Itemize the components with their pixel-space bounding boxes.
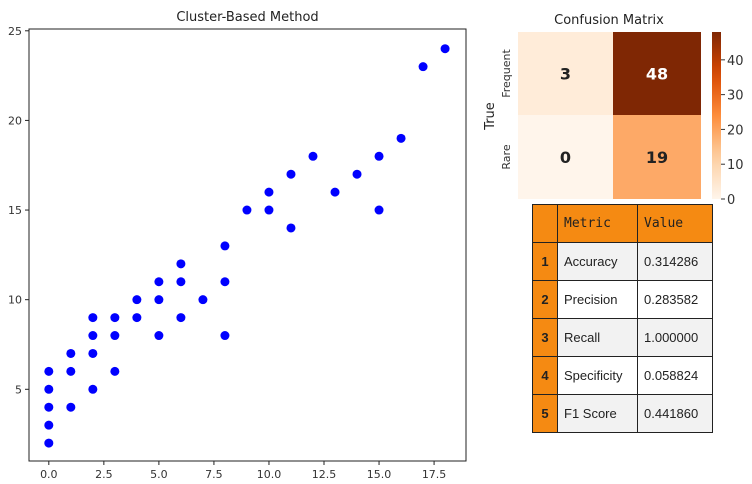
scatter-point bbox=[220, 331, 230, 341]
scatter-title: Cluster-Based Method bbox=[176, 10, 318, 25]
scatter-point bbox=[88, 384, 98, 394]
scatter-point bbox=[44, 366, 54, 376]
heatmap-cell bbox=[518, 32, 613, 115]
scatter-axes bbox=[28, 28, 467, 462]
metric-value: 0.441860 bbox=[637, 394, 713, 433]
colorbar-tick-label: 40 bbox=[727, 54, 744, 69]
metric-name: Recall bbox=[557, 318, 638, 357]
scatter-point bbox=[220, 277, 230, 287]
colorbar-tick-label: 0 bbox=[727, 193, 735, 208]
scatter-point bbox=[374, 205, 384, 215]
heatmap-cell-value: 48 bbox=[646, 65, 668, 84]
scatter-point bbox=[308, 151, 318, 161]
metric-name: Specificity bbox=[557, 356, 638, 395]
scatter-point bbox=[88, 331, 98, 341]
scatter-point bbox=[66, 348, 76, 358]
scatter-point bbox=[132, 295, 142, 305]
scatter-point bbox=[44, 420, 54, 430]
x-tick-label: 15.0 bbox=[367, 468, 392, 481]
colorbar-tick-label: 30 bbox=[727, 89, 744, 104]
row-index: 1 bbox=[532, 242, 558, 281]
scatter-point bbox=[198, 295, 208, 305]
x-tick-label: 12.5 bbox=[312, 468, 337, 481]
x-tick-label: 10.0 bbox=[257, 468, 282, 481]
row-index: 2 bbox=[532, 280, 558, 319]
x-tick-label: 17.5 bbox=[422, 468, 447, 481]
heatmap-cell-value: 19 bbox=[646, 148, 668, 167]
metric-value: 1.000000 bbox=[637, 318, 713, 357]
scatter-point bbox=[66, 366, 76, 376]
scatter-point bbox=[220, 241, 230, 251]
scatter-point bbox=[286, 223, 296, 233]
scatter-point bbox=[330, 187, 340, 197]
x-tick-label: 5.0 bbox=[150, 468, 168, 481]
scatter-point bbox=[154, 295, 164, 305]
scatter-point bbox=[286, 169, 296, 179]
scatter-point bbox=[176, 313, 186, 323]
scatter-point bbox=[440, 44, 450, 54]
heatmap-cell-value: 0 bbox=[560, 148, 571, 167]
scatter-point bbox=[176, 277, 186, 287]
scatter-point bbox=[176, 259, 186, 269]
scatter-point bbox=[396, 133, 406, 143]
heatmap-cell bbox=[518, 115, 613, 199]
x-tick-label: 2.5 bbox=[95, 468, 113, 481]
header-value: Value bbox=[637, 204, 713, 243]
scatter-point bbox=[44, 438, 54, 448]
row-index: 4 bbox=[532, 356, 558, 395]
table-row: 2 Precision 0.283582 bbox=[532, 280, 713, 319]
y-tick-label: 5 bbox=[15, 383, 22, 396]
y-tick-label: 25 bbox=[8, 25, 22, 38]
scatter-point bbox=[374, 151, 384, 161]
heatmap-cell bbox=[613, 32, 701, 115]
table-row: 4 Specificity 0.058824 bbox=[532, 356, 713, 395]
metrics-table: Metric Value 1 Accuracy 0.314286 2 Precision… bbox=[532, 204, 713, 433]
x-tick-label: 0.0 bbox=[40, 468, 58, 481]
metric-value: 0.314286 bbox=[637, 242, 713, 281]
table-row: 3 Recall 1.000000 bbox=[532, 318, 713, 357]
scatter-point bbox=[44, 402, 54, 412]
table-row: 5 F1 Score 0.441860 bbox=[532, 394, 713, 433]
scatter-point bbox=[264, 205, 274, 215]
y-tick-label: 15 bbox=[8, 204, 22, 217]
header-index bbox=[532, 204, 558, 243]
heatmap-cell-value: 3 bbox=[560, 65, 571, 84]
y-tick-label: 10 bbox=[8, 294, 22, 307]
scatter-point bbox=[132, 313, 142, 323]
scatter-point bbox=[418, 62, 428, 72]
scatter-point bbox=[44, 384, 54, 394]
scatter-point bbox=[352, 169, 362, 179]
scatter-point bbox=[110, 366, 120, 376]
scatter-point bbox=[264, 187, 274, 197]
metric-name: Precision bbox=[557, 280, 638, 319]
heatmap-row-label: Frequent bbox=[500, 49, 513, 98]
scatter-point bbox=[110, 313, 120, 323]
heatmap-ylabel: True bbox=[483, 102, 498, 131]
y-tick-label: 20 bbox=[8, 114, 22, 127]
scatter-point bbox=[154, 331, 164, 341]
row-index: 3 bbox=[532, 318, 558, 357]
metric-name: F1 Score bbox=[557, 394, 638, 433]
heatmap-title: Confusion Matrix bbox=[554, 13, 664, 28]
colorbar-tick-label: 10 bbox=[727, 158, 744, 173]
table-header: Metric Value bbox=[532, 204, 713, 243]
metric-name: Accuracy bbox=[557, 242, 638, 281]
scatter-point bbox=[154, 277, 164, 287]
scatter-point bbox=[88, 348, 98, 358]
row-index: 5 bbox=[532, 394, 558, 433]
scatter-point bbox=[242, 205, 252, 215]
colorbar bbox=[712, 32, 721, 199]
header-metric: Metric bbox=[557, 204, 638, 243]
scatter-point bbox=[110, 331, 120, 341]
table-row: 1 Accuracy 0.314286 bbox=[532, 242, 713, 281]
scatter-point bbox=[66, 402, 76, 412]
x-tick-label: 7.5 bbox=[205, 468, 223, 481]
scatter-point bbox=[88, 313, 98, 323]
metric-value: 0.058824 bbox=[637, 356, 713, 395]
metric-value: 0.283582 bbox=[637, 280, 713, 319]
colorbar-tick-label: 20 bbox=[727, 123, 744, 138]
heatmap-cell bbox=[613, 115, 701, 199]
heatmap-row-label: Rare bbox=[500, 144, 513, 169]
